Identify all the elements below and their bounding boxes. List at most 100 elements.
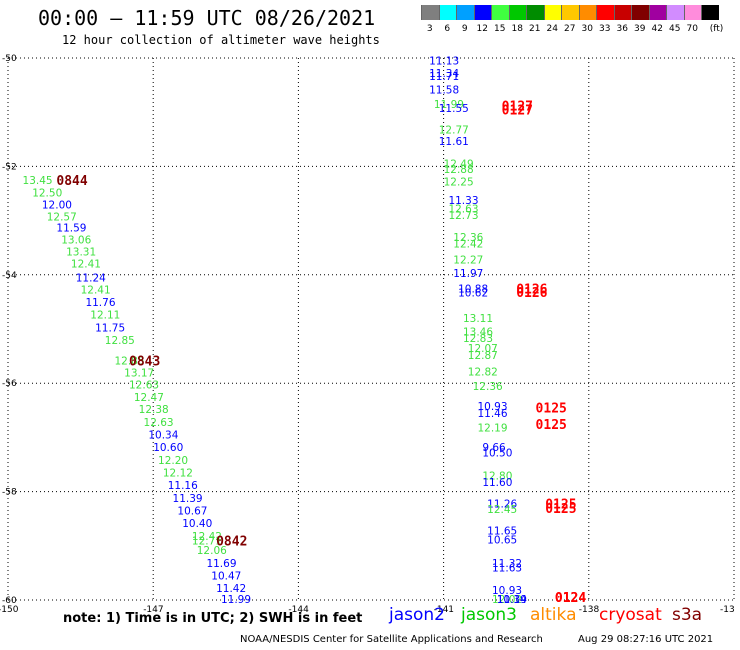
scale-swatch bbox=[666, 5, 684, 20]
satellite-legend-jason2: jason2 bbox=[389, 605, 445, 625]
pass-time-label: 0125 bbox=[545, 502, 576, 517]
wave-height-label: 11.76 bbox=[85, 297, 115, 309]
wave-height-label: 12.85 bbox=[114, 355, 144, 367]
wave-height-label: 11.26 bbox=[487, 499, 517, 511]
wave-height-label: 12.82 bbox=[468, 366, 498, 378]
scale-label: 12 bbox=[476, 24, 488, 34]
scale-swatch bbox=[491, 5, 509, 20]
wave-height-label: 11.63 bbox=[492, 562, 522, 574]
scale-label: 18 bbox=[511, 24, 523, 34]
wave-height-label: 13.06 bbox=[61, 235, 91, 247]
scale-swatch bbox=[456, 5, 474, 20]
wave-height-label: 10.60 bbox=[153, 442, 183, 454]
wave-height-label: 12.87 bbox=[468, 350, 498, 362]
scale-swatch bbox=[438, 5, 456, 20]
pass-time-label: 0126 bbox=[516, 282, 547, 297]
wave-height-label: 12.63 bbox=[144, 417, 174, 429]
scale-swatch bbox=[683, 5, 701, 20]
pass-time-label: 0843 bbox=[129, 354, 160, 369]
wave-height-label: 12.50 bbox=[32, 187, 62, 199]
scale-swatch bbox=[578, 5, 596, 20]
wave-height-label: 10.47 bbox=[211, 571, 241, 583]
wave-height-label: 10.67 bbox=[177, 506, 207, 518]
pass-time-label: 0127 bbox=[502, 100, 533, 115]
credit-text: NOAA/NESDIS Center for Satellite Applica… bbox=[240, 634, 543, 645]
scale-swatch bbox=[596, 5, 614, 20]
wave-height-labels: 13.4512.5012.0012.5711.5913.0613.3112.41… bbox=[23, 56, 528, 606]
pass-time-label: 0124 bbox=[555, 591, 586, 606]
wave-height-label: 13.46 bbox=[463, 327, 493, 339]
lat-tick-label: -54 bbox=[2, 271, 17, 281]
wave-height-label: 9.66 bbox=[482, 442, 506, 454]
wave-height-label: 12.77 bbox=[439, 125, 469, 137]
wave-height-label: 12.36 bbox=[473, 381, 503, 393]
wave-height-label: 10.50 bbox=[482, 448, 512, 460]
wave-height-label: 11.69 bbox=[206, 558, 236, 570]
scale-swatch bbox=[631, 5, 649, 20]
satellite-legend-cryosat: cryosat bbox=[599, 605, 662, 625]
satellite-legend-altika: altika bbox=[530, 605, 577, 625]
wave-height-label: 11.55 bbox=[439, 103, 469, 115]
pass-time-label: 0125 bbox=[536, 402, 567, 417]
scale-label: 45 bbox=[669, 24, 681, 34]
wave-height-label: 12.42 bbox=[192, 531, 222, 543]
satellite-legend-jason3: jason3 bbox=[461, 605, 517, 625]
wave-height-label: 12.07 bbox=[468, 343, 498, 355]
wave-height-label: 12.47 bbox=[134, 392, 164, 404]
scale-swatch bbox=[421, 5, 439, 20]
wave-height-label: 12.57 bbox=[47, 211, 77, 223]
scale-label: 24 bbox=[546, 24, 558, 34]
pass-time-label: 0124 bbox=[555, 591, 586, 606]
wave-height-label: 12.73 bbox=[448, 210, 478, 222]
scale-label: 39 bbox=[634, 24, 646, 34]
wave-height-label: 11.33 bbox=[448, 195, 478, 207]
pass-time-label: 0125 bbox=[536, 418, 567, 433]
pass-time-label: 0125 bbox=[545, 498, 576, 513]
pass-time-label: 0127 bbox=[502, 103, 533, 118]
wave-height-label: 12.00 bbox=[42, 199, 72, 211]
lat-tick-label: -52 bbox=[2, 162, 17, 172]
wave-height-label: 13.17 bbox=[124, 367, 154, 379]
scale-label: 15 bbox=[494, 24, 506, 34]
wave-height-label: 13.45 bbox=[23, 175, 53, 187]
axis-ticks: -50 -52 -54 -56 -58 -60-150 -147 -144 -141 -138 -1… bbox=[0, 54, 735, 615]
wave-height-label: 11.42 bbox=[216, 583, 246, 595]
scale-label: 70 bbox=[686, 24, 698, 34]
map-title: 00:00 – 11:59 UTC 08/26/2021 bbox=[38, 6, 376, 30]
scale-unit: (ft) bbox=[709, 24, 724, 34]
wave-height-label: 11.60 bbox=[482, 477, 512, 489]
wave-height-label: 10.65 bbox=[487, 534, 517, 546]
wave-height-label: 11.46 bbox=[477, 408, 507, 420]
generated-timestamp: Aug 29 08:27:16 UTC 2021 bbox=[578, 634, 714, 645]
lat-tick-label: -56 bbox=[2, 379, 17, 389]
scale-swatch bbox=[613, 5, 631, 20]
scale-swatch bbox=[508, 5, 526, 20]
wave-height-label: 12.06 bbox=[197, 545, 227, 557]
scale-swatch bbox=[701, 5, 719, 20]
wave-height-label: 12.25 bbox=[444, 177, 474, 189]
scale-label: 9 bbox=[461, 24, 468, 34]
lon-tick-label: -13 bbox=[720, 605, 735, 615]
wave-height-label: 12.02 bbox=[492, 594, 522, 606]
scale-label: 21 bbox=[529, 24, 541, 34]
wave-height-label: 12.45 bbox=[487, 504, 517, 516]
scale-label: 3 bbox=[426, 24, 433, 34]
wave-height-label: 11.97 bbox=[453, 268, 483, 280]
scale-label: 33 bbox=[599, 24, 611, 34]
wave-height-label: 11.13 bbox=[429, 56, 459, 68]
wave-height-label: 11.24 bbox=[76, 273, 106, 285]
lat-tick-label: -60 bbox=[2, 596, 17, 606]
wave-height-label: 10.62 bbox=[458, 288, 488, 300]
lon-tick-label: -144 bbox=[288, 605, 309, 615]
wave-height-label: 11.39 bbox=[173, 493, 203, 505]
wave-height-label: 12.38 bbox=[139, 404, 169, 416]
wave-height-label: 13.31 bbox=[66, 246, 96, 258]
wave-height-label: 11.99 bbox=[434, 99, 464, 111]
lon-tick-label: -147 bbox=[143, 605, 163, 615]
scale-swatch bbox=[561, 5, 579, 20]
wave-height-label: 11.65 bbox=[487, 526, 517, 538]
wave-height-label: 11.75 bbox=[95, 322, 125, 334]
wave-height-label: 12.42 bbox=[453, 238, 483, 250]
lon-tick-label: -141 bbox=[434, 605, 454, 615]
